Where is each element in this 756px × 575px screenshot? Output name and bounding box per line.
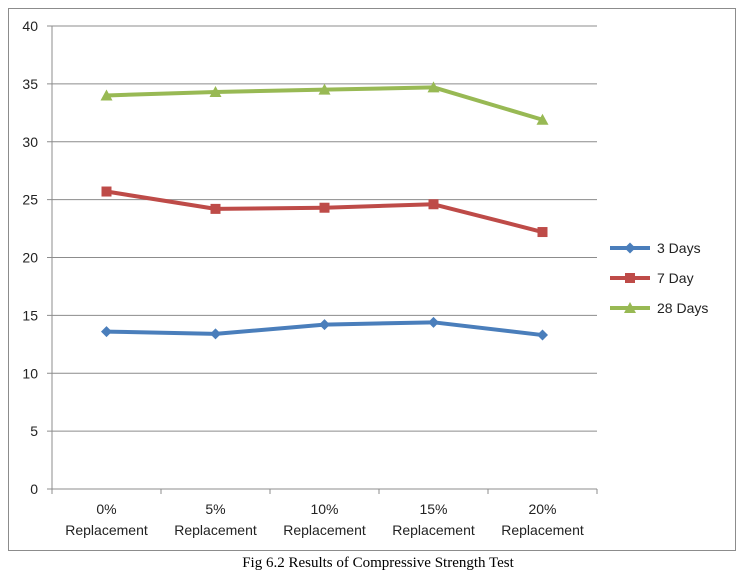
legend-marker [624,242,636,254]
data-point [537,227,548,238]
x-tick-label: Replacement [174,522,257,538]
data-point [536,113,549,125]
data-point [428,316,439,328]
y-tick-label: 25 [22,192,38,208]
y-tick-label: 15 [22,307,38,323]
data-point [427,81,440,93]
legend-marker [625,273,635,283]
legend-label: 7 Day [657,270,694,286]
y-tick-label: 5 [30,423,38,439]
data-point [319,202,330,213]
data-point [210,203,221,214]
data-point [210,328,221,340]
legend-label: 28 Days [657,300,708,316]
y-tick-label: 0 [30,481,38,497]
x-tick-label: 15% [419,501,447,517]
data-point [537,329,548,341]
data-point [319,319,330,331]
data-point [209,85,222,97]
x-tick-label: 0% [96,501,116,517]
x-tick-label: 10% [310,501,338,517]
y-tick-label: 35 [22,76,38,92]
y-tick-label: 30 [22,134,38,150]
y-tick-label: 20 [22,250,38,266]
legend-label: 3 Days [657,240,701,256]
x-tick-label: 20% [528,501,556,517]
y-tick-label: 40 [22,18,38,34]
figure-caption: Fig 6.2 Results of Compressive Strength … [242,555,514,571]
x-tick-label: 5% [205,501,225,517]
data-point [428,199,439,210]
x-tick-label: Replacement [65,522,148,538]
x-tick-label: Replacement [392,522,475,538]
data-point [318,83,331,95]
y-tick-label: 10 [22,365,38,381]
line-chart: 0 5 10 15 20 25 30 35 40 0% Replacement 5% Replaceme… [22,18,708,538]
data-point [101,326,112,338]
x-tick-label: Replacement [501,522,584,538]
x-tick-label: Replacement [283,522,366,538]
legend-marker [624,302,636,313]
data-point [101,186,112,197]
data-point [100,89,113,101]
